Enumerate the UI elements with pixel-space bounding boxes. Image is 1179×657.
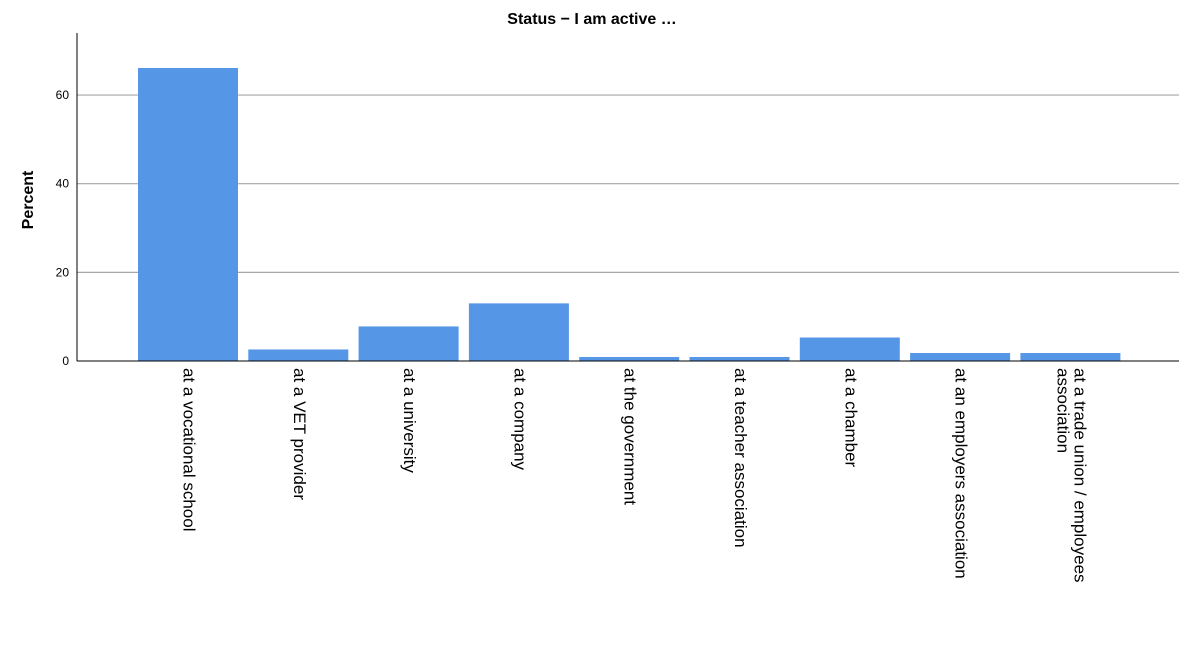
y-tick-labels: 0 20 40 60 [56,88,70,368]
y-tick-label: 60 [56,88,70,102]
bar [689,357,790,361]
x-category-label-line: at a university [400,368,419,473]
bar [910,353,1011,361]
x-category-label-line: association [1053,368,1072,453]
gridlines [77,94,1179,273]
y-tick-label: 20 [56,265,70,279]
x-category-label: at the government [621,368,640,505]
bar [579,357,680,361]
x-category-label-line: at a company [510,368,529,471]
x-category-label-line: at a VET provider [290,368,309,500]
y-tick-label: 0 [62,354,69,368]
x-category-label-line: at a teacher association [731,368,750,548]
bar [248,349,349,361]
bar [799,337,900,361]
x-category-label-line: at a trade union / employees [1070,368,1089,583]
bar [1020,353,1121,361]
axes [76,33,1179,362]
x-category-label: at a teacher association [731,368,750,548]
x-category-label: at a company [510,368,529,471]
x-category-label: at a VET provider [290,368,309,500]
chart-title: Status − I am active … [507,11,676,28]
y-axis-title: Percent [20,170,37,229]
x-category-label: at an employers association [952,368,971,579]
bars [138,68,1121,362]
bar [138,68,238,362]
x-category-label: at a vocational school [180,368,199,532]
x-category-labels: at a vocational school at a VET provider a… [180,368,1090,583]
x-category-label-line: at a chamber [841,368,860,468]
bar [358,326,459,361]
bar [468,303,569,361]
x-category-label: at a university [400,368,419,473]
x-category-label-line: at the government [621,368,640,505]
x-category-label-line: at a vocational school [180,368,199,532]
y-tick-label: 40 [56,177,70,191]
x-category-label-line: at an employers association [952,368,971,579]
x-category-label: at a chamber [841,368,860,468]
